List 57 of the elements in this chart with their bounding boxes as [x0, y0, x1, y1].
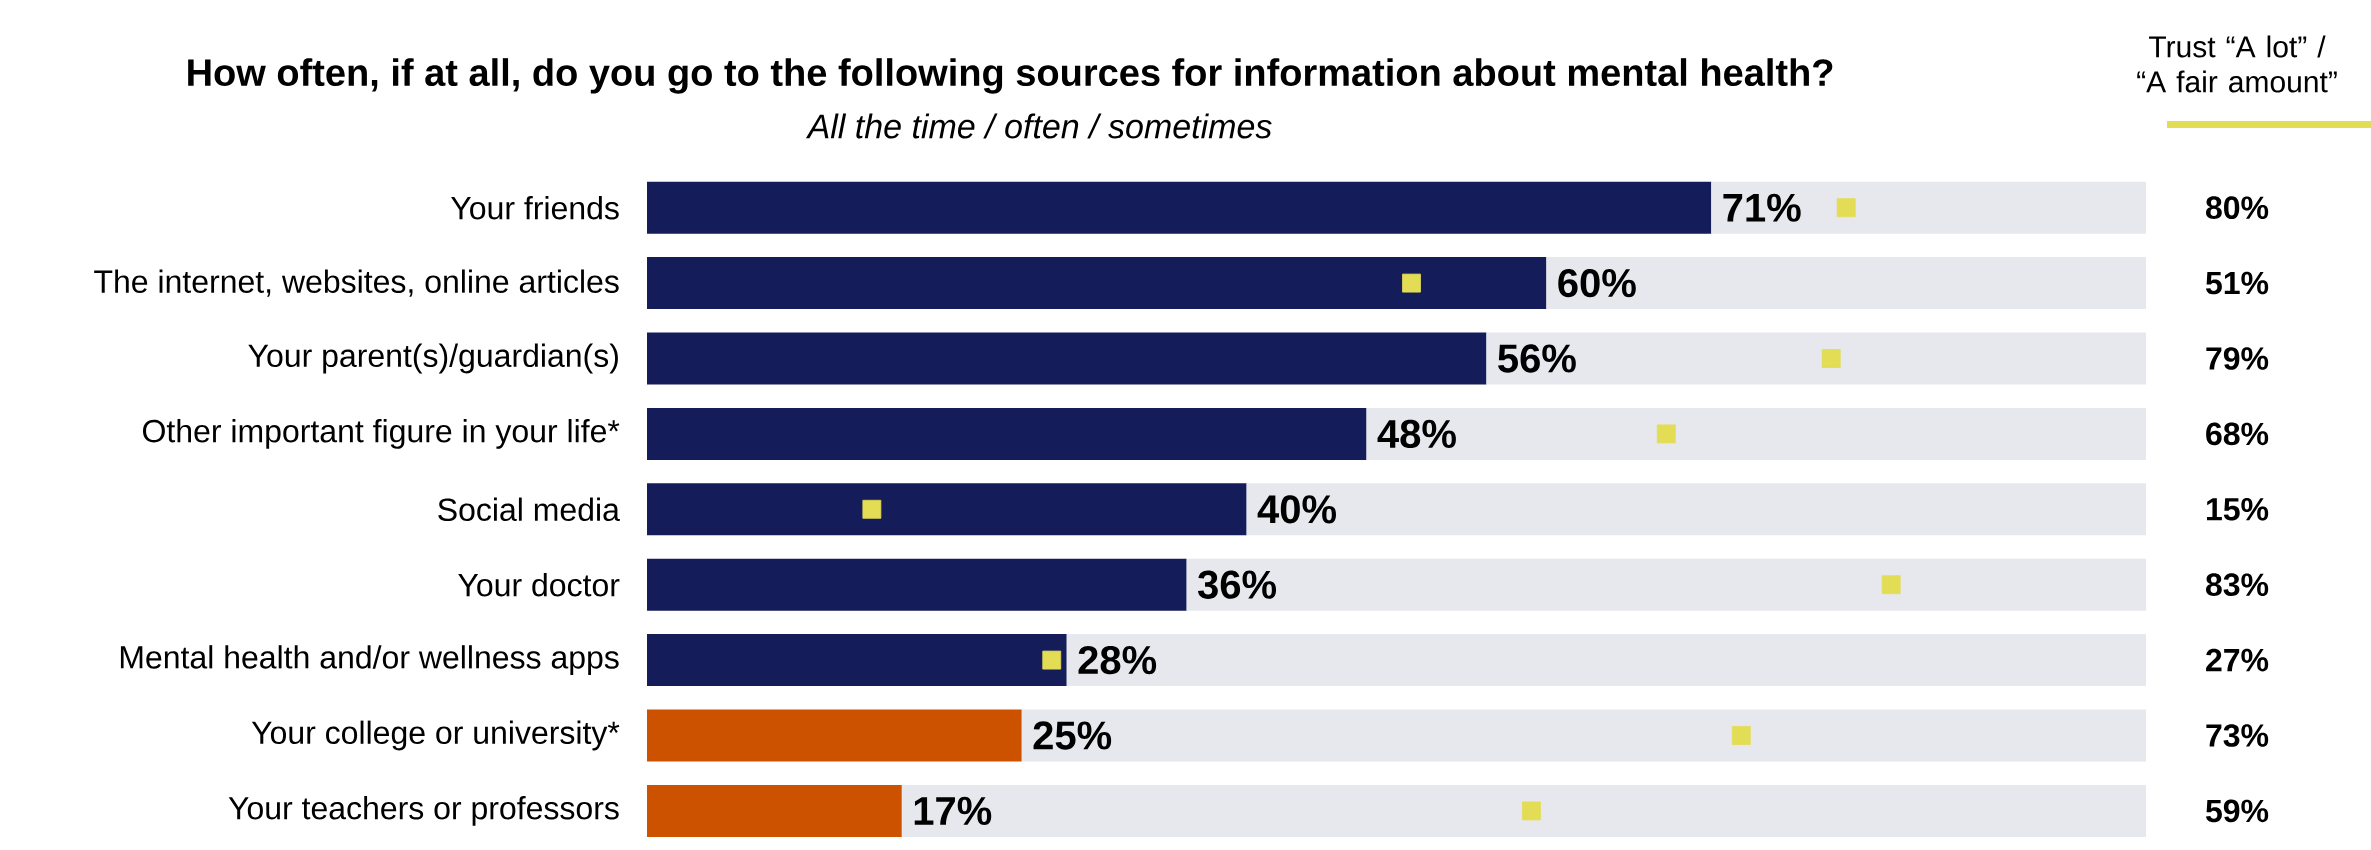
bar — [647, 407, 1367, 460]
data-label: 40% — [1257, 495, 1336, 524]
y-tick-label: Your doctor — [458, 572, 620, 597]
data-label: 27% — [2206, 648, 2269, 672]
point — [1881, 575, 1901, 595]
y-tick-label: The internet, websites, online articles — [94, 269, 619, 297]
data-label: 60% — [1558, 268, 1636, 298]
bar — [1021, 709, 2147, 762]
y-tick-label: Social media — [438, 497, 620, 522]
point — [1042, 650, 1062, 670]
bar — [647, 709, 1022, 762]
bar — [901, 784, 2147, 837]
bar — [1546, 257, 2147, 310]
data-label: 56% — [1498, 344, 1576, 373]
data-label: 48% — [1377, 419, 1456, 449]
data-label: 59% — [2205, 799, 2269, 823]
bar — [647, 181, 1712, 234]
bar — [1366, 407, 2147, 460]
data-label: 83% — [2206, 573, 2269, 597]
y-tick-label: Your friends — [451, 195, 619, 220]
bar — [1186, 558, 2147, 611]
y-tick-label: Other important figure in your life* — [143, 418, 620, 449]
y-tick-label: Mental health and/or wellness apps — [120, 645, 619, 676]
text: Trust “A lot” / “A fair amount” — [2137, 35, 2337, 93]
chart-title: How often, if at all, do you go to the following sources for information about mental health? — [188, 58, 1833, 94]
data-label: 80% — [2206, 196, 2269, 220]
point — [1836, 198, 1856, 218]
data-label: 51% — [2205, 271, 2269, 295]
y-tick-label: Your teachers or professors — [228, 795, 619, 826]
data-label: 25% — [1033, 721, 1112, 750]
bar — [647, 332, 1487, 385]
bar — [1711, 181, 2147, 234]
point — [1656, 424, 1676, 444]
data-label: 71% — [1723, 193, 1801, 222]
point — [1402, 273, 1421, 293]
bar — [1486, 332, 2147, 385]
y-tick-label: Your parent(s)/guardian(s) — [248, 343, 618, 374]
point — [1731, 726, 1751, 745]
point — [1821, 349, 1841, 368]
y-tick-label: Your college or university* — [251, 720, 620, 751]
bar — [1066, 634, 2147, 687]
point — [862, 499, 882, 519]
data-label: 68% — [2206, 422, 2269, 446]
data-label: 15% — [2207, 497, 2269, 521]
data-label: 17% — [914, 796, 992, 825]
point — [1522, 801, 1541, 821]
bar — [647, 257, 1547, 310]
bar — [647, 784, 902, 837]
data-label: 36% — [1197, 570, 1277, 599]
data-label: 73% — [2206, 724, 2269, 747]
bar — [1246, 483, 2147, 536]
chart-subtitle: All the time / often / sometimes — [805, 113, 1272, 139]
bar — [647, 558, 1187, 611]
data-label: 79% — [2206, 347, 2269, 370]
bar — [647, 634, 1067, 687]
bar — [647, 483, 1247, 536]
data-label: 28% — [1078, 645, 1157, 675]
